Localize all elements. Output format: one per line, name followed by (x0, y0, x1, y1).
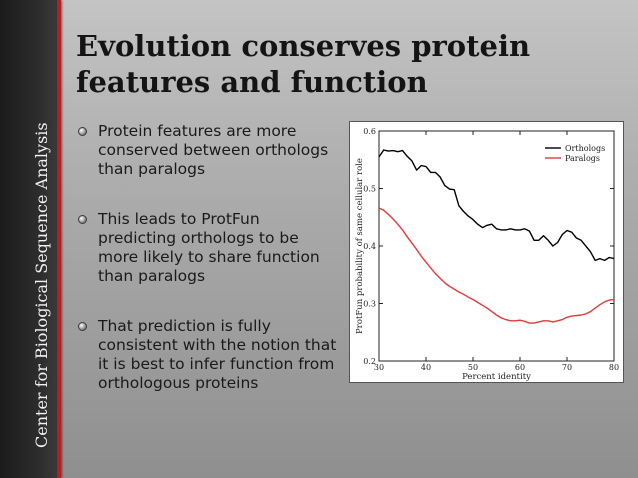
bullet-dot-icon (78, 127, 87, 136)
legend-label: Orthologs (565, 144, 605, 153)
x-tick-label: 50 (468, 363, 478, 372)
x-tick-label: 70 (562, 363, 572, 372)
y-tick-label: 0.4 (363, 242, 376, 251)
y-tick-label: 0.3 (363, 300, 376, 309)
x-tick-label: 40 (421, 363, 431, 372)
x-axis: 30 40 50 60 70 80 (374, 131, 619, 372)
bullet-text: That prediction is fully consistent with… (98, 317, 337, 392)
bullet-text: This leads to ProtFun predicting ortholo… (98, 210, 320, 285)
bullet-item: This leads to ProtFun predicting ortholo… (76, 210, 338, 286)
sidebar-vertical-title: Center for Biological Sequence Analysis (32, 122, 51, 448)
bullet-dot-icon (78, 215, 87, 224)
bullet-dot-icon (78, 322, 87, 331)
legend-label: Paralogs (565, 154, 600, 163)
bullet-list: Protein features are more conserved betw… (76, 122, 338, 424)
y-axis-label: ProtFun probability of same cellular rol… (355, 158, 365, 334)
series-line-orthologs (378, 149, 615, 262)
x-tick-label: 30 (374, 363, 384, 372)
y-axis: 0.2 0.3 0.4 0.5 0.6 (363, 127, 614, 366)
y-tick-label: 0.6 (363, 127, 376, 136)
y-tick-label: 0.2 (363, 357, 376, 366)
x-tick-label: 60 (515, 363, 525, 372)
sidebar-accent-line (57, 0, 61, 478)
x-axis-label: Percent identity (462, 372, 531, 382)
bullet-item: That prediction is fully consistent with… (76, 317, 338, 393)
y-tick-label: 0.5 (363, 185, 376, 194)
sidebar: Center for Biological Sequence Analysis (0, 0, 57, 478)
bullet-item: Protein features are more conserved betw… (76, 122, 338, 179)
series-layer (378, 149, 615, 324)
bullet-text: Protein features are more conserved betw… (98, 122, 329, 178)
line-chart: 0.2 0.3 0.4 0.5 0.6 30 40 50 60 70 80 Percent ide… (355, 127, 619, 382)
series-line-paralogs (378, 207, 615, 324)
chart-panel: 0.2 0.3 0.4 0.5 0.6 30 40 50 60 70 80 Percent ide… (349, 121, 624, 383)
x-tick-label: 80 (609, 363, 619, 372)
slide-title: Evolution conserves protein features and… (76, 29, 531, 99)
